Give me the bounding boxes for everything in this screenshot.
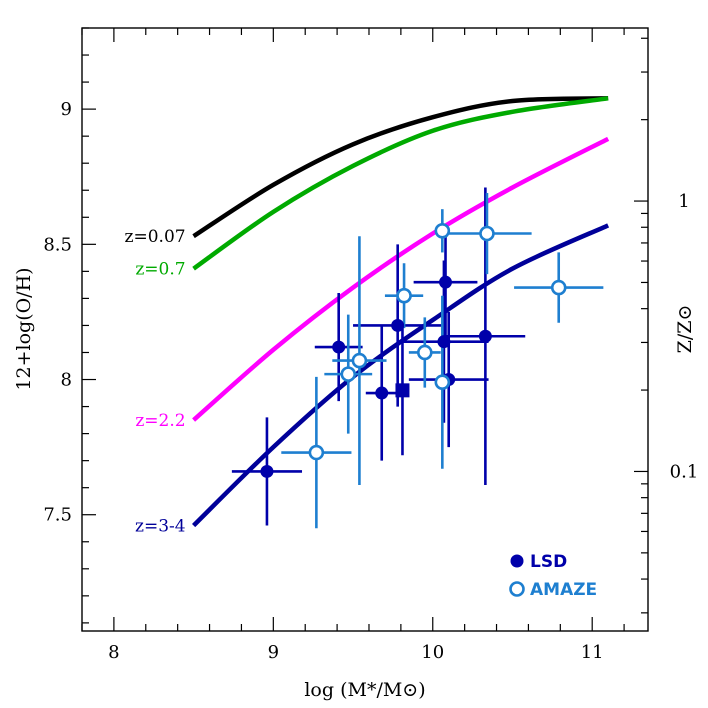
data-point-lsd [437,335,451,349]
data-point-lsd [332,340,346,354]
curve-label: z=0.07 [125,227,186,247]
curve-z=0.07 [192,96,609,239]
y2-tick-label: 1 [678,191,689,212]
curve-z=3-4 [192,223,610,528]
curve-label: z=0.7 [135,260,185,280]
data-point-amaze [434,374,451,391]
data-point-amaze [308,444,325,461]
x-tick-label: 10 [421,642,444,663]
data-point-amaze [351,352,368,369]
data-point-amaze [434,223,451,239]
y-tick-label: 8 [61,370,72,391]
data-point-amaze [396,287,412,304]
data-point-lsd [375,386,389,400]
legend-marker-lsd [510,554,524,568]
data-point-lsd [260,464,274,478]
legend-label: LSD [530,552,567,572]
error-bars [231,187,604,529]
curve-z=2.2 [192,136,610,422]
model-curves [192,96,610,528]
y2-axis-label: Z/Z⊙ [674,305,696,354]
curve-label: z=2.2 [135,411,185,431]
y2-tick-label: 0.1 [670,461,699,482]
y-tick-label: 7.5 [43,505,72,526]
axis-tick-labels: 8 9 10 11 7.5 8 8.5 9 1 0.1 [43,99,698,663]
curve-z=0.7 [192,96,609,271]
legend-label: AMAZE [530,580,597,600]
x-tick-label: 11 [581,642,604,663]
y-axis-label: 12+log(O/H) [13,267,35,390]
data-point-lsd [478,329,492,343]
data-markers [260,223,567,478]
y-tick-label: 9 [61,99,72,120]
legend-marker-amaze [509,581,525,597]
axis-ticks [81,27,648,631]
plot-frame [81,27,649,632]
x-tick-label: 8 [108,642,119,663]
data-point-lsd-composite [395,383,410,398]
y-tick-label: 8.5 [43,234,72,255]
legend: LSD AMAZE [509,552,597,600]
data-point-amaze [479,225,495,242]
data-point-amaze [416,344,433,361]
curve-labels: z=0.07 z=0.7 z=2.2 z=3-4 [125,227,186,536]
data-point-lsd [391,318,405,332]
curve-label: z=3-4 [135,517,186,537]
data-point-amaze [340,366,357,382]
x-tick-label: 9 [268,642,279,663]
data-point-amaze [550,279,567,296]
x-axis-label: log (M*/M⊙) [304,679,425,701]
data-point-lsd [439,275,453,289]
